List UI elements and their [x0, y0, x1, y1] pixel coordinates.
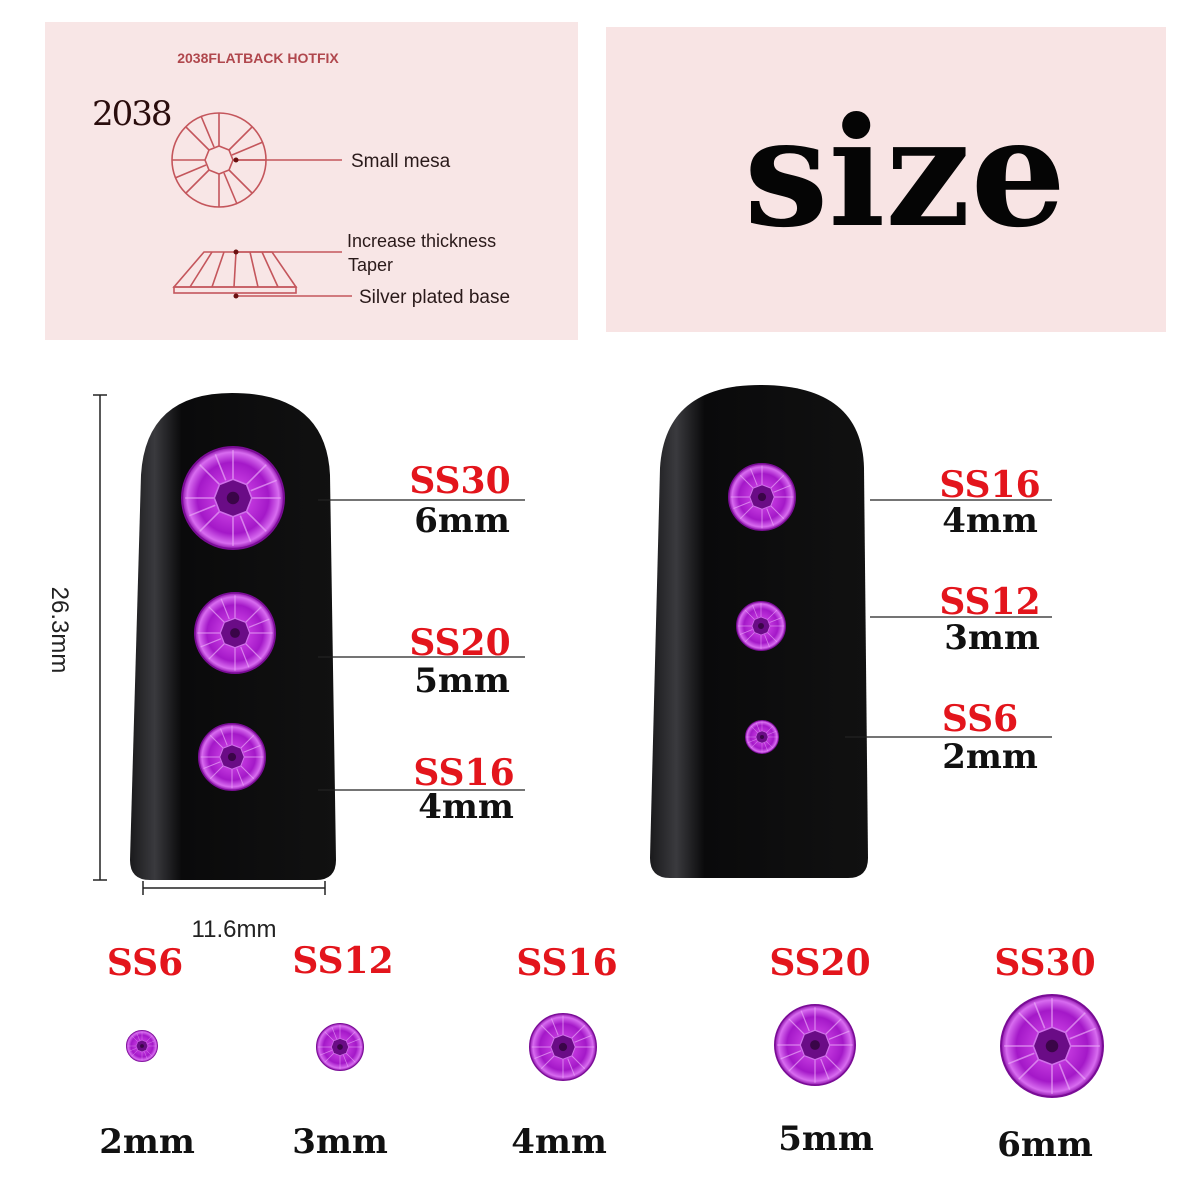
left-code-1: SS30 [409, 460, 510, 502]
bottom-code-1: SS6 [107, 942, 183, 984]
left-size-2: 5mm [414, 661, 510, 701]
bottom-code-3: SS16 [516, 942, 617, 984]
leader-lines-right [845, 499, 1052, 738]
label-small-mesa: Small mesa [351, 151, 451, 172]
right-code-2: SS12 [939, 581, 1040, 623]
label-increase-thickness: Increase thickness [347, 231, 496, 251]
label-taper: Taper [348, 255, 393, 275]
right-size-1: 4mm [942, 501, 1038, 541]
bottom-size-3: 4mm [511, 1122, 607, 1162]
label-silver-plated-base: Silver plated base [359, 287, 510, 308]
gem-ss16 [728, 463, 796, 531]
bottom-code-2: SS12 [292, 940, 393, 982]
width-dimension [142, 881, 326, 895]
right-size-3: 2mm [942, 737, 1038, 777]
gem-ss6 [126, 1030, 158, 1062]
bottom-code-4: SS20 [769, 942, 870, 984]
gem-ss12 [316, 1023, 364, 1071]
page-title: size [744, 85, 1066, 261]
left-code-3: SS16 [413, 752, 514, 794]
height-dimension [93, 394, 107, 881]
title-panel: size [606, 27, 1166, 332]
right-size-2: 3mm [944, 618, 1040, 658]
right-code-1: SS16 [939, 464, 1040, 506]
gem-ss16 [529, 1013, 597, 1081]
width-label: 11.6mm [192, 916, 277, 943]
gem-ss20 [194, 592, 276, 674]
bottom-size-2: 3mm [292, 1122, 388, 1162]
gem-ss6 [745, 720, 779, 754]
gem-ss12 [736, 601, 786, 651]
bottom-code-5: SS30 [994, 942, 1095, 984]
bottom-size-1: 2mm [99, 1122, 195, 1162]
leader-lines-left [318, 499, 525, 791]
bottom-size-4: 5mm [778, 1119, 874, 1159]
gem-ss30 [181, 446, 285, 550]
side-view-facet-icon [172, 251, 352, 297]
diagram-header: 2038FLATBACK HOTFIX [177, 50, 339, 66]
hotfix-diagram-panel: 2038FLATBACK HOTFIX 2038 Small mesa Incr… [45, 22, 578, 340]
gem-ss16 [198, 723, 266, 791]
top-view-facet-icon [171, 112, 342, 208]
left-size-1: 6mm [414, 501, 510, 541]
bottom-size-5: 6mm [997, 1125, 1093, 1165]
bottom-size-row: SS6 SS12 SS16 SS20 SS30 2mm 3mm 4mm 5mm … [99, 940, 1104, 1165]
height-label: 26.3mm [46, 587, 73, 674]
model-number: 2038 [92, 94, 171, 134]
left-code-2: SS20 [409, 622, 510, 664]
gem-ss30 [1000, 994, 1104, 1098]
gem-ss20 [774, 1004, 856, 1086]
left-size-3: 4mm [418, 787, 514, 827]
right-code-3: SS6 [942, 698, 1018, 740]
